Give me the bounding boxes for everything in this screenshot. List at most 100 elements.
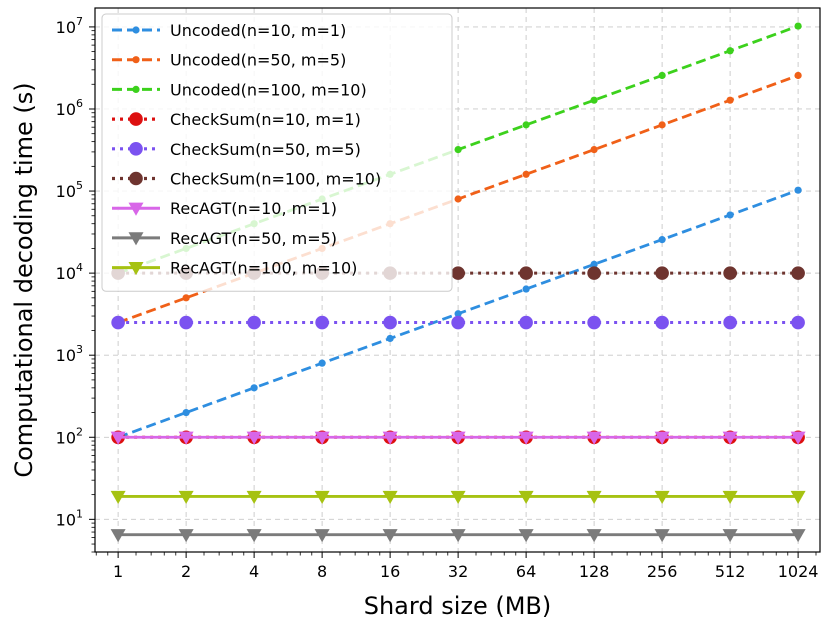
x-axis-label: Shard size (MB) [364,592,552,618]
data-point [450,490,466,504]
data-point [658,236,666,244]
x-tick-label: 32 [448,562,468,581]
data-point [522,121,530,129]
y-tick-label: 103 [56,343,83,365]
legend-entry: RecAGT(n=50, m=5) [112,229,337,248]
legend-entry: Uncoded(n=10, m=1) [112,21,346,40]
x-tick-label: 256 [647,562,678,581]
data-point [111,315,125,330]
legend-entry: Uncoded(n=100, m=10) [112,80,367,99]
data-point [518,529,534,543]
data-point [128,232,144,246]
y-tick-label: 106 [56,97,83,119]
data-point [790,431,806,445]
data-point [586,431,602,445]
data-point [655,315,669,330]
data-point [110,529,126,543]
legend-label: Uncoded(n=10, m=1) [170,21,346,40]
data-point [586,529,602,543]
data-point [386,334,394,343]
series-layer [110,22,806,543]
data-point [246,431,262,445]
data-point [314,431,330,445]
data-point [450,431,466,445]
legend-label: Uncoded(n=50, m=5) [170,51,346,70]
data-point [791,315,805,330]
data-point [246,529,262,543]
series-RecAGT(n=100, m=10) [110,490,806,504]
data-point [383,315,397,330]
x-tick-label: 1024 [778,562,819,581]
legend-entry: CheckSum(n=50, m=5) [112,140,361,159]
data-point [110,490,126,504]
data-point [590,145,598,154]
data-point [178,431,194,445]
data-point [178,529,194,543]
data-point [314,490,330,504]
legend-label: CheckSum(n=100, m=10) [170,170,381,189]
data-point [110,431,126,445]
data-point [658,121,666,129]
data-point [655,266,669,280]
series-Uncoded(n=10, m=1) [114,186,802,441]
legend-entry: RecAGT(n=100, m=10) [112,259,357,278]
data-point [450,529,466,543]
plot-frame [94,7,821,553]
y-tick-label: 107 [56,15,83,37]
y-axis: 101 102 103 104 105 106 107 [56,15,95,529]
x-tick-label: 16 [380,562,400,581]
series-RecAGT(n=10, m=1) [110,431,806,445]
data-point [590,96,598,104]
legend-label: RecAGT(n=50, m=5) [170,229,337,248]
legend-label: RecAGT(n=10, m=1) [170,199,337,218]
data-point [790,490,806,504]
data-point [382,529,398,543]
legend: Uncoded(n=10, m=1) Uncoded(n=50, m=5) Unco… [101,13,453,292]
data-point [318,359,326,367]
data-point [722,431,738,445]
data-point [132,26,140,34]
legend-label: CheckSum(n=50, m=5) [170,140,361,159]
data-point [590,260,598,268]
data-point [654,529,670,543]
series-RecAGT(n=50, m=5) [110,529,806,543]
data-point [791,266,805,280]
data-point [178,490,194,504]
data-point [182,408,190,417]
data-point [522,285,530,293]
data-point [382,490,398,504]
data-point [723,315,737,330]
data-point [179,315,193,330]
legend-entry: RecAGT(n=10, m=1) [112,199,337,218]
data-point [382,431,398,445]
y-tick-label: 105 [56,179,83,201]
data-point [129,171,143,186]
y-tick-label: 104 [56,261,83,283]
y-tick-label: 102 [56,425,83,447]
data-point [519,266,533,280]
data-point [454,195,462,203]
x-tick-label: 2 [181,562,191,581]
data-point [314,529,330,543]
data-point [654,490,670,504]
data-point [586,490,602,504]
legend-entry: Uncoded(n=50, m=5) [112,51,346,70]
x-tick-label: 512 [715,562,746,581]
legend-label: CheckSum(n=10, m=1) [170,110,361,129]
data-point [794,71,802,80]
data-point [794,22,802,30]
data-point [246,490,262,504]
data-point [522,170,530,178]
data-point [247,315,261,330]
data-point [722,490,738,504]
data-point [132,85,140,93]
data-point [587,266,601,280]
data-point [451,315,465,330]
data-point [518,490,534,504]
data-point [519,315,533,330]
data-point [132,56,140,64]
data-point [794,186,802,194]
data-point [129,142,143,156]
data-point [654,431,670,445]
